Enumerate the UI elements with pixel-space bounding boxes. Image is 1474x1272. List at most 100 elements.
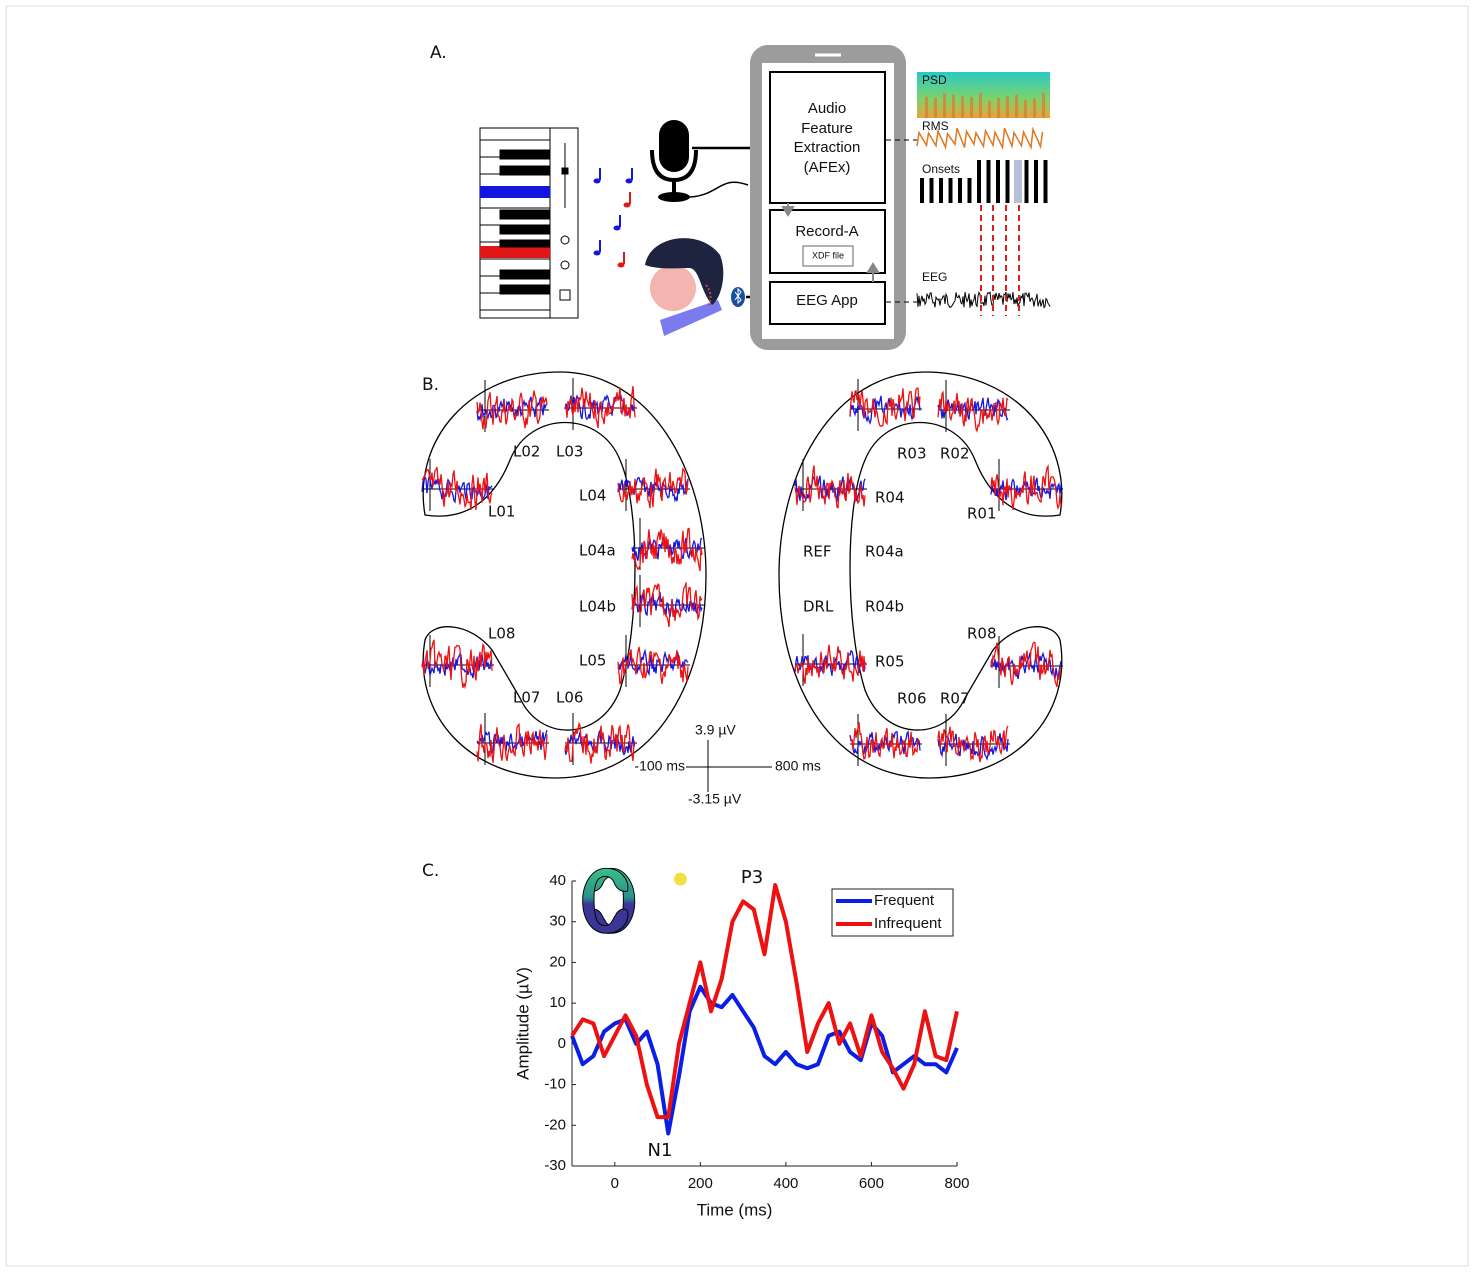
- plot-label: Onsets: [922, 162, 960, 176]
- erp-trace: [990, 641, 1062, 688]
- erp-trace: [849, 395, 921, 425]
- erp-trace: [421, 639, 493, 690]
- ear-outline: [422, 371, 707, 779]
- plot-label: PSD: [922, 73, 947, 87]
- electrode-label: L04b: [579, 598, 616, 616]
- erp-trace: [937, 390, 1009, 433]
- erp-trace: [794, 649, 866, 676]
- scale-label: 800 ms: [775, 758, 821, 774]
- y-tick-label: 20: [549, 953, 566, 970]
- spectrogram-band: [979, 92, 982, 119]
- electrode-label: R07: [940, 690, 970, 708]
- scale-label: -3.15 µV: [688, 791, 742, 807]
- annotation: P3: [741, 867, 763, 888]
- erp-trace: [990, 464, 1062, 511]
- piano: [479, 127, 579, 319]
- electrode-label: L07: [513, 689, 540, 707]
- onset-bar: [948, 178, 953, 203]
- plot-label: EEG: [922, 270, 947, 284]
- spectrogram-band: [1042, 92, 1045, 119]
- legend-label: Infrequent: [874, 915, 942, 932]
- spectrogram-band: [1033, 98, 1036, 125]
- frame: [5, 5, 1469, 1267]
- plot-label: RMS: [922, 119, 949, 133]
- electrode-label: DRL: [803, 598, 834, 616]
- x-tick-label: 800: [944, 1175, 969, 1192]
- erp-trace: [794, 644, 866, 684]
- scale-label: 3.9 µV: [695, 722, 736, 738]
- spectrogram-band: [1015, 94, 1018, 121]
- erp-trace: [631, 527, 703, 572]
- onset-bar: [920, 178, 924, 203]
- electrode-label: L04a: [579, 542, 616, 560]
- electrode-label: L02: [513, 443, 540, 461]
- onset-bar: [1043, 160, 1048, 203]
- legend-label: Frequent: [874, 892, 935, 909]
- electrode-label: L04: [579, 487, 606, 505]
- erp-trace: [617, 467, 689, 509]
- box-text: Record-A: [795, 223, 858, 240]
- y-tick-label: -10: [544, 1076, 566, 1093]
- x-tick-label: 0: [611, 1175, 619, 1192]
- onset-bar: [967, 178, 972, 203]
- onset-bar: [996, 160, 1000, 203]
- electrode-label: R06: [897, 690, 927, 708]
- onset-bar: [986, 160, 991, 203]
- erp-trace: [937, 733, 1009, 761]
- x-tick-label: 400: [773, 1175, 798, 1192]
- y-tick-label: 0: [558, 1035, 566, 1052]
- electrode-label: L03: [556, 443, 583, 461]
- box-text: Audio: [808, 100, 846, 117]
- onset-bar: [1034, 160, 1038, 203]
- user-head: [645, 238, 770, 336]
- box-text: XDF file: [812, 250, 844, 260]
- spectrogram-band: [970, 97, 973, 124]
- erp-trace: [476, 390, 548, 430]
- y-axis-label: Amplitude (µV): [513, 967, 532, 1080]
- erp-trace: [937, 725, 1009, 763]
- spectrogram-band: [952, 94, 955, 121]
- electrode-label: REF: [803, 543, 832, 561]
- electrode-labels: L02 L03 L01 L04 L04a L04b L08 L05 L07 L0…: [488, 443, 997, 708]
- topo-inset: [582, 867, 687, 934]
- erp-trace: [849, 722, 921, 761]
- onset-bar: [1024, 160, 1029, 203]
- onset-bar: [1005, 160, 1010, 203]
- y-tick-label: -30: [544, 1157, 566, 1174]
- panel-a: A.: [430, 43, 1051, 350]
- panel-label: A.: [430, 43, 447, 63]
- panel-b: B. L02 L03 L01 L04 L04a L04b L08 L05 L07…: [421, 371, 1063, 807]
- spectrogram-band: [925, 96, 928, 123]
- ear-outline: [778, 371, 1063, 779]
- spectrogram-band: [1006, 96, 1009, 123]
- y-tick-label: 40: [549, 872, 566, 889]
- spectrogram-band: [1024, 99, 1027, 126]
- erp-trace: [476, 729, 548, 755]
- spectrogram-band: [961, 96, 964, 123]
- onset-bar: [977, 160, 981, 203]
- electrode-label: R04b: [865, 598, 904, 616]
- electrode-label: L05: [579, 652, 606, 670]
- erp-trace: [849, 387, 921, 427]
- electrode-label: L01: [488, 503, 515, 521]
- box-text: (AFEx): [804, 159, 851, 176]
- electrode-label: R04a: [865, 543, 904, 561]
- panel-label: C.: [422, 861, 439, 881]
- spectrogram-band: [943, 93, 946, 120]
- y-tick-label: 10: [549, 994, 566, 1011]
- onset-bar: [958, 178, 962, 203]
- feature-plots: PSD RMS Onsets EEG: [886, 72, 1051, 316]
- erp-trace: [564, 386, 636, 429]
- y-tick-label: -20: [544, 1116, 566, 1133]
- line-series: [570, 883, 959, 1120]
- scale-label: -100 ms: [634, 758, 685, 774]
- erp-trace: [421, 466, 493, 510]
- electrode-label: R02: [940, 445, 970, 463]
- onset-bar: [929, 178, 934, 203]
- erp-trace: [564, 721, 636, 764]
- onset-bar: [939, 178, 943, 203]
- box-text: Feature: [801, 120, 853, 137]
- electrode-label: R04: [875, 489, 905, 507]
- spectrogram-band: [988, 100, 991, 127]
